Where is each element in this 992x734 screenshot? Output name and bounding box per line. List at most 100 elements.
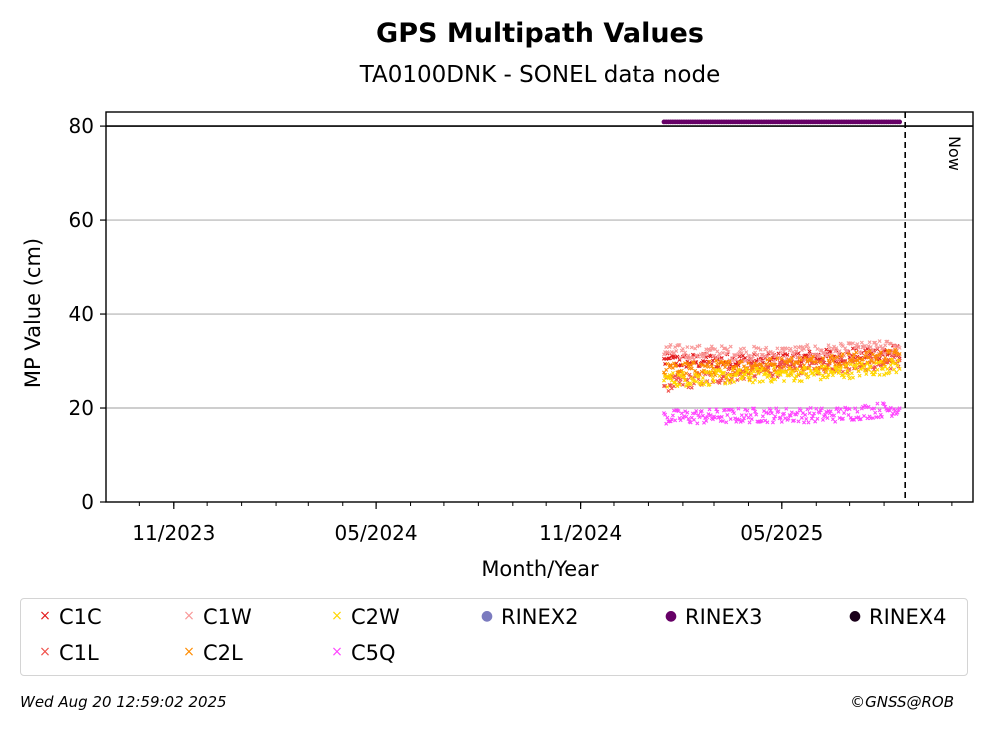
data-point — [857, 373, 862, 378]
data-point — [864, 372, 869, 377]
legend-label: C2W — [351, 605, 400, 629]
data-point — [874, 343, 879, 348]
data-point — [873, 354, 878, 359]
data-point — [764, 362, 769, 367]
data-point — [747, 378, 752, 383]
data-point — [866, 404, 871, 409]
data-point — [703, 352, 708, 357]
data-point — [684, 371, 689, 376]
data-point — [766, 368, 771, 373]
data-point — [752, 344, 757, 349]
data-point — [846, 351, 851, 356]
axis-layer: 0 20 40 60 80 11/2023 05/2024 11/2024 05/2025 — [69, 111, 974, 545]
data-point — [877, 353, 882, 358]
data-point — [676, 376, 681, 381]
data-point — [688, 420, 693, 425]
data-point — [800, 370, 805, 375]
data-point — [728, 417, 733, 422]
data-point — [878, 359, 883, 364]
data-point — [854, 350, 859, 355]
data-point — [840, 416, 845, 421]
data-point — [726, 367, 731, 372]
data-point — [846, 373, 851, 378]
data-point — [876, 360, 881, 365]
data-point — [688, 363, 693, 368]
data-point — [740, 375, 745, 380]
data-point — [818, 360, 823, 365]
legend-marker-icon: ● — [480, 608, 494, 624]
data-point — [723, 381, 728, 386]
legend-label: RINEX4 — [869, 605, 947, 629]
data-point — [807, 358, 812, 362]
data-point — [726, 361, 731, 366]
data-point — [668, 419, 673, 424]
y-axis-label: MP Value (cm) — [21, 238, 45, 388]
data-point — [754, 363, 759, 368]
data-point — [837, 361, 842, 366]
data-point — [817, 353, 822, 358]
data-point — [674, 377, 679, 382]
data-point — [886, 350, 891, 355]
data-point — [786, 416, 791, 421]
data-point — [705, 362, 710, 367]
x-tick-label: 05/2024 — [335, 521, 418, 545]
data-point — [726, 349, 731, 354]
data-point — [703, 364, 708, 369]
data-point — [842, 375, 847, 380]
data-point — [769, 379, 774, 384]
data-point — [693, 411, 698, 416]
data-point — [808, 406, 813, 410]
data-point — [870, 416, 875, 421]
data-point — [785, 360, 790, 365]
data-point — [776, 409, 781, 414]
data-point — [875, 347, 880, 352]
data-point — [803, 355, 808, 360]
data-point — [707, 359, 712, 364]
data-point — [830, 359, 835, 363]
data-point — [667, 365, 672, 370]
data-point — [729, 356, 734, 361]
legend-label: C1C — [59, 605, 102, 629]
data-point — [749, 417, 754, 422]
data-point — [782, 349, 787, 354]
data-point — [787, 366, 792, 371]
data-point — [750, 406, 755, 411]
legend-label: RINEX2 — [501, 605, 579, 629]
data-point — [787, 366, 792, 371]
data-point — [825, 365, 830, 370]
data-point — [704, 379, 709, 384]
data-point — [712, 379, 717, 384]
data-point — [853, 366, 858, 371]
data-point — [773, 362, 778, 367]
data-point — [729, 376, 734, 381]
data-point — [887, 408, 892, 413]
data-point — [663, 412, 668, 417]
data-point — [709, 344, 714, 349]
data-point — [730, 358, 735, 363]
data-point — [683, 409, 688, 414]
data-point — [662, 383, 666, 388]
data-point — [799, 415, 804, 420]
data-point — [882, 402, 887, 407]
y-tick-label: 20 — [69, 396, 94, 420]
data-point — [896, 358, 901, 363]
data-point — [720, 360, 725, 364]
data-point — [895, 363, 900, 368]
data-point — [743, 407, 748, 412]
data-point — [814, 406, 819, 411]
data-point — [720, 370, 725, 375]
data-point — [715, 409, 720, 414]
data-point — [757, 419, 762, 424]
data-point — [727, 359, 732, 364]
data-point — [685, 361, 690, 366]
y-tick-label: 40 — [69, 302, 94, 326]
data-point — [893, 343, 898, 348]
data-point — [869, 359, 874, 364]
data-point — [872, 367, 877, 372]
data-point — [895, 410, 900, 415]
data-point — [773, 377, 778, 382]
data-point — [792, 418, 797, 423]
data-point — [682, 375, 686, 380]
data-point — [803, 412, 808, 417]
data-point — [807, 411, 812, 416]
